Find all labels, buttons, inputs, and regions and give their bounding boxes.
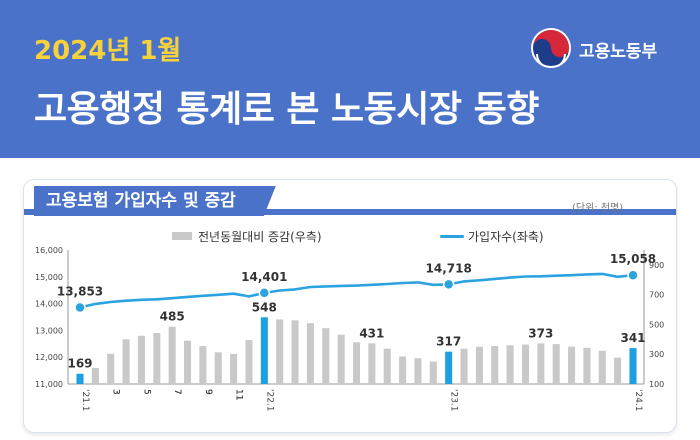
bar	[506, 345, 514, 384]
bar	[568, 346, 576, 384]
x-tick-label: 5	[141, 389, 151, 395]
x-tick-label: 11	[234, 389, 244, 400]
x-tick-label: 9	[203, 389, 213, 395]
bar	[306, 323, 314, 384]
report-title: 고용행정 통계로 본 노동시장 동향	[34, 89, 539, 130]
bar-data-label: 317	[436, 335, 461, 349]
x-tick-label: 9	[203, 389, 213, 395]
x-tick-label: 7	[172, 389, 182, 395]
bar	[383, 348, 391, 384]
bar	[76, 373, 84, 384]
ministry-name: 고용노동부	[579, 42, 658, 62]
bar	[491, 346, 499, 384]
legend-line-swatch	[440, 235, 464, 238]
bar-data-label: 341	[620, 331, 645, 345]
bar-data-label: 485	[160, 310, 185, 324]
bar	[245, 340, 253, 384]
bar	[230, 353, 238, 384]
bar	[91, 367, 99, 384]
bar	[107, 353, 115, 384]
bar	[168, 326, 176, 384]
y-left-tick-label: 16,000	[35, 246, 63, 255]
y-right-tick-label: 300	[649, 350, 664, 359]
y-right-tick-label: 500	[649, 320, 664, 329]
bar	[352, 342, 361, 384]
x-tick-label: 11	[234, 389, 244, 400]
y-left-tick-label: 13,000	[35, 326, 63, 335]
bar	[537, 343, 545, 384]
bar	[399, 356, 407, 384]
x-tick-label: '23.1	[449, 389, 459, 412]
bar	[445, 351, 453, 384]
bar	[629, 348, 637, 384]
bar	[583, 347, 591, 384]
chart-card	[24, 180, 676, 432]
x-tick-label: 9	[203, 389, 213, 395]
bar	[475, 346, 483, 384]
x-tick-label: 7	[172, 389, 182, 395]
legend-bar-swatch	[172, 232, 192, 240]
bar	[460, 348, 468, 384]
bar	[276, 319, 284, 384]
bar	[291, 320, 299, 384]
header-banner	[0, 0, 700, 158]
y-left-tick-label: 15,000	[35, 273, 63, 282]
bar	[614, 357, 622, 384]
bar-data-label: 169	[67, 357, 92, 371]
bar	[199, 346, 207, 384]
y-left-tick-label: 12,000	[35, 353, 63, 362]
bar	[414, 358, 422, 384]
x-tick-label: 3	[111, 389, 121, 395]
bar	[429, 361, 437, 384]
bar	[337, 334, 345, 384]
bar-data-label: 373	[528, 326, 553, 340]
bar	[521, 344, 530, 384]
bar	[153, 333, 161, 384]
line-marker	[627, 269, 639, 281]
report-date: 2024년 1월	[34, 36, 182, 66]
chart-section-title: 고용보험 가입자수 및 증감	[34, 186, 276, 216]
bar	[260, 317, 268, 384]
bar	[214, 352, 222, 384]
x-tick-label: 5	[141, 389, 151, 395]
x-tick-label: 5	[141, 389, 151, 395]
x-tick-label: '22.1	[264, 389, 274, 412]
chart-unit: (단위: 천명)	[572, 203, 624, 214]
legend-bar-label: 전년동월대비 증감(우측)	[198, 230, 322, 244]
legend-line-label: 가입자수(좌축)	[468, 230, 544, 244]
y-left-tick-label: 14,000	[35, 300, 63, 309]
line-marker	[258, 287, 271, 299]
x-tick-label: 3	[111, 389, 121, 395]
bar	[368, 343, 376, 384]
x-tick-label: 7	[172, 389, 182, 395]
line-data-label: 13,853	[57, 285, 103, 299]
y-left-tick-label: 11,000	[35, 380, 63, 389]
subscriber-line	[78, 272, 635, 309]
y-right-tick-label: 900	[649, 261, 664, 270]
bar	[322, 328, 330, 384]
line-marker	[74, 301, 86, 314]
x-tick-label: 11	[234, 389, 244, 400]
bar	[137, 335, 145, 384]
line-data-label: 15,058	[610, 252, 656, 266]
taegeuk-logo-icon	[531, 28, 571, 68]
bar	[598, 350, 606, 384]
line-marker	[442, 278, 455, 291]
bar	[122, 339, 130, 384]
y-right-tick-label: 700	[649, 291, 664, 300]
bar-data-label: 431	[359, 326, 384, 340]
line-data-label: 14,401	[241, 270, 287, 284]
bar	[552, 344, 560, 384]
bar	[183, 340, 192, 384]
x-tick-label: '21.1	[80, 389, 90, 412]
x-tick-label: '24.1	[633, 389, 643, 412]
line-data-label: 14,718	[426, 261, 472, 275]
card-accent-bar	[24, 209, 676, 215]
bar-data-label: 548	[252, 300, 277, 314]
y-right-tick-label: 100	[649, 380, 664, 389]
x-tick-label: 3	[111, 389, 121, 395]
